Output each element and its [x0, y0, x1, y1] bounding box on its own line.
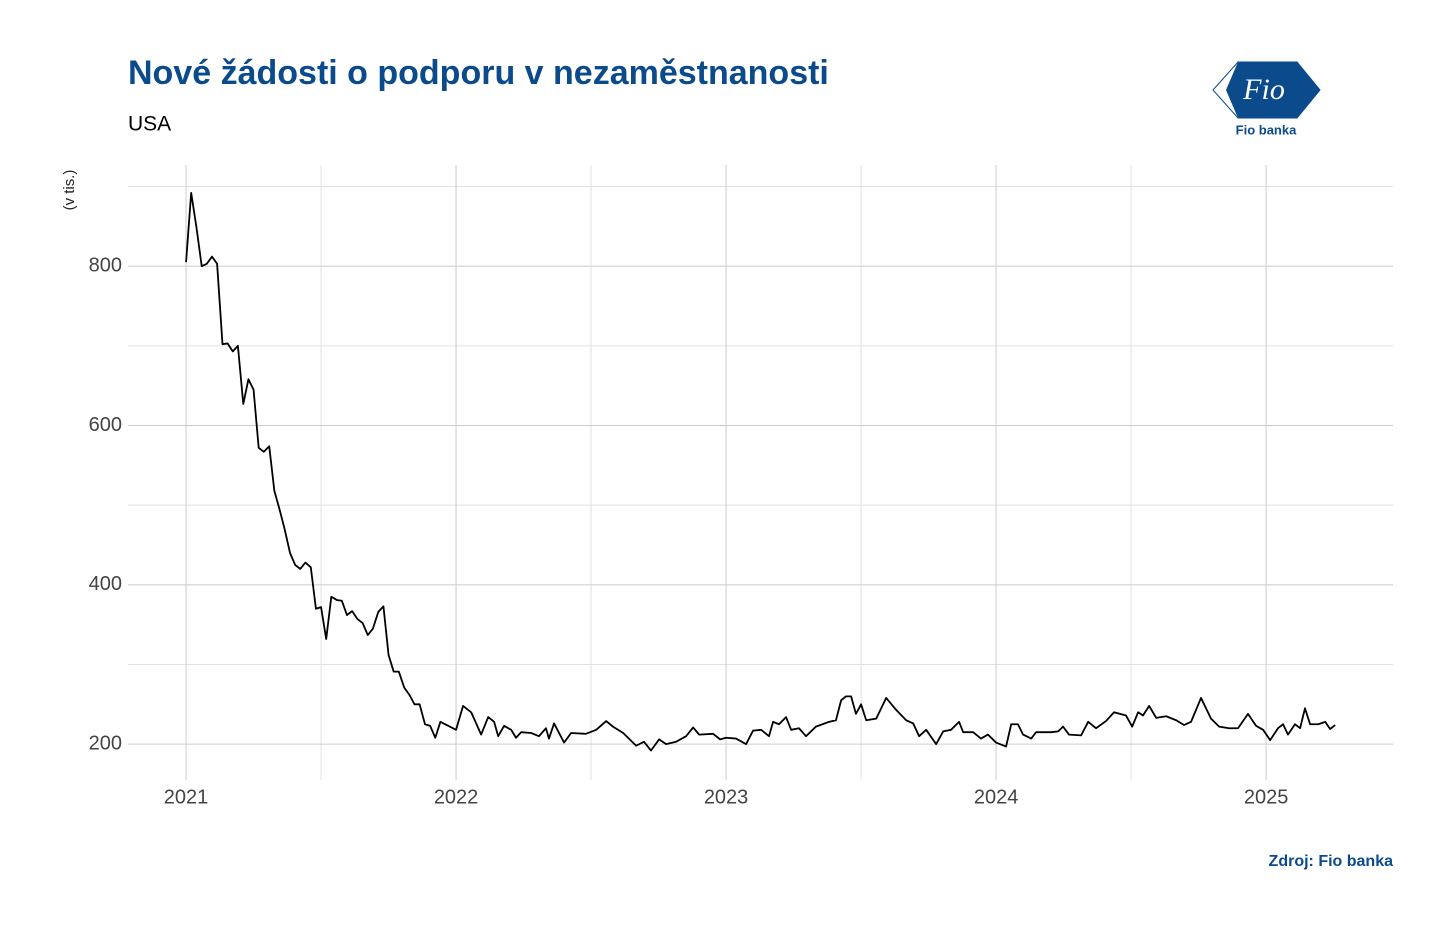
- x-tick-label: 2025: [1244, 786, 1289, 808]
- logo-caption: Fio banka: [1236, 122, 1297, 137]
- y-tick-label: 800: [89, 254, 122, 276]
- x-tick-label: 2022: [434, 786, 479, 808]
- logo-flag: [1226, 62, 1320, 118]
- y-axis-label: (v tis.): [61, 170, 78, 211]
- logo: Fio Fio banka: [1212, 61, 1321, 137]
- chart-title: Nové žádosti o podporu v nezaměstnanosti: [128, 54, 829, 92]
- x-tick-label: 2021: [164, 786, 209, 808]
- x-tick-label: 2024: [974, 786, 1019, 808]
- data-line: [185, 191, 1336, 752]
- y-tick-label: 400: [89, 573, 122, 595]
- x-tick-label: 2023: [704, 786, 749, 808]
- source: Zdroj: Fio banka: [1269, 853, 1394, 870]
- logo-text: Fio: [1242, 73, 1285, 106]
- chart-subtitle: USA: [128, 113, 171, 136]
- y-tick-label: 600: [89, 414, 122, 436]
- y-tick-label: 200: [89, 732, 122, 754]
